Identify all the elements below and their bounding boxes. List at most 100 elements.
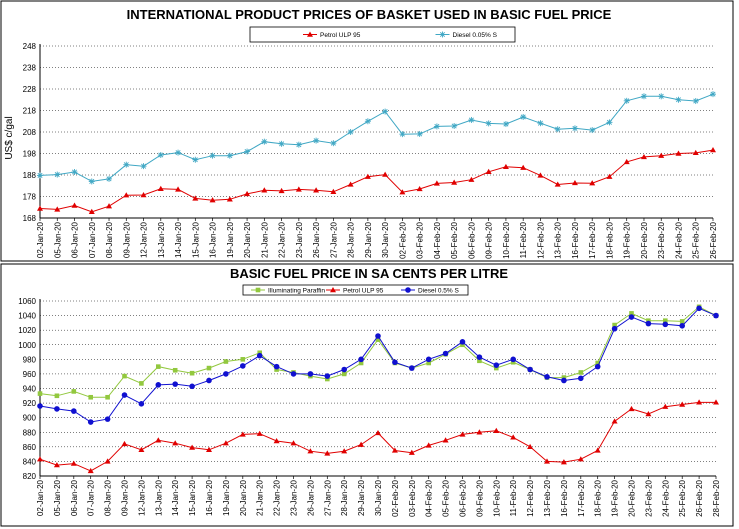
data-point	[416, 185, 423, 192]
data-point	[307, 448, 314, 454]
data-point	[375, 337, 381, 342]
data-point	[172, 440, 179, 446]
x-tick-label: 07-Jan-20	[87, 479, 96, 516]
x-tick-label: 02-Jan-20	[36, 221, 45, 258]
data-point	[451, 122, 458, 129]
x-tick-label: 26-Jan-20	[312, 221, 321, 258]
data-point	[70, 460, 77, 466]
data-point	[244, 148, 251, 155]
data-point	[485, 120, 492, 127]
data-point	[139, 381, 144, 386]
data-point	[290, 440, 297, 446]
x-tick-label: 02-Feb-20	[391, 479, 400, 516]
y-tick-label: 168	[23, 214, 37, 223]
legend-label: Petrol ULP 95	[343, 287, 384, 294]
x-tick-label: 21-Jan-20	[256, 479, 265, 516]
data-point	[425, 356, 432, 363]
data-point	[54, 206, 61, 212]
data-point	[561, 377, 567, 384]
y-tick-label: 188	[23, 171, 37, 180]
data-point	[612, 322, 617, 328]
legend-swatch-marker	[255, 287, 261, 293]
data-point	[223, 371, 229, 377]
data-point	[375, 429, 381, 436]
data-point	[140, 191, 147, 198]
legend-label: Diesel 0.05% S	[453, 32, 498, 39]
x-tick-label: 16-Feb-20	[560, 479, 569, 516]
x-tick-label: 27-Jan-20	[329, 221, 338, 258]
x-tick-label: 16-Jan-20	[205, 479, 214, 516]
data-point	[295, 186, 302, 192]
data-point	[713, 399, 719, 405]
data-point	[696, 399, 703, 405]
data-point	[364, 173, 371, 179]
x-tick-label: 03-Feb-20	[416, 221, 425, 258]
y-tick-label: 820	[23, 472, 37, 481]
legend-swatch-marker	[330, 287, 336, 293]
y-tick-label: 960	[23, 370, 37, 379]
data-point	[577, 456, 584, 462]
y-tick-label: 248	[23, 42, 37, 51]
data-point	[189, 383, 195, 390]
data-point	[595, 360, 600, 366]
data-point	[571, 179, 578, 186]
data-point	[451, 179, 458, 185]
data-point	[629, 311, 634, 316]
data-point	[391, 447, 398, 453]
x-tick-label: 16-Jan-20	[209, 221, 218, 258]
x-tick-label: 13-Feb-20	[543, 479, 552, 516]
data-point	[358, 356, 364, 363]
data-point	[409, 365, 415, 371]
x-tick-label: 20-Feb-20	[628, 479, 637, 516]
data-point	[606, 173, 613, 179]
data-point	[140, 163, 147, 170]
chart1-frame	[0, 0, 734, 262]
x-tick-label: 22-Jan-20	[278, 221, 287, 258]
data-point	[104, 458, 111, 464]
y-tick-label: 840	[23, 457, 37, 466]
data-point	[560, 459, 567, 465]
x-tick-label: 20-Jan-20	[243, 221, 252, 258]
data-point	[645, 320, 652, 327]
y-tick-label: 940	[23, 385, 37, 394]
chart2-frame	[0, 263, 734, 527]
data-point	[295, 141, 302, 148]
x-tick-label: 11-Feb-20	[509, 479, 518, 516]
data-point	[138, 446, 145, 452]
data-point	[510, 359, 516, 365]
data-point	[679, 401, 686, 407]
data-point	[189, 444, 196, 450]
y-tick-label: 1000	[18, 341, 36, 350]
x-tick-label: 20-Jan-20	[239, 479, 248, 516]
data-point	[347, 181, 354, 187]
x-tick-label: 04-Feb-20	[425, 479, 434, 516]
data-point	[54, 171, 61, 178]
x-tick-label: 12-Jan-20	[137, 479, 146, 516]
legend-label: Diesel 0.5% S	[418, 287, 459, 294]
y-tick-label: 880	[23, 428, 37, 437]
data-point	[433, 180, 440, 186]
data-point	[442, 437, 449, 443]
series-line	[39, 149, 714, 213]
data-point	[433, 123, 440, 130]
data-point	[155, 382, 162, 388]
data-point	[122, 373, 127, 379]
data-point	[662, 321, 669, 328]
data-point	[261, 138, 268, 145]
x-tick-label: 26-Feb-20	[695, 479, 704, 516]
data-point	[392, 359, 398, 366]
data-point	[313, 137, 320, 144]
data-point	[341, 448, 348, 454]
x-tick-label: 09-Jan-20	[122, 221, 131, 258]
x-tick-label: 23-Feb-20	[657, 221, 666, 258]
legend-swatch-marker	[405, 287, 411, 293]
data-point	[692, 149, 699, 156]
data-point	[662, 403, 669, 409]
x-tick-label: 18-Feb-20	[605, 221, 614, 258]
data-point	[554, 181, 561, 187]
x-tick-label: 09-Feb-20	[475, 479, 484, 516]
data-point	[408, 449, 415, 455]
data-point	[426, 360, 431, 366]
data-point	[544, 458, 550, 464]
chart1-series	[37, 91, 716, 214]
